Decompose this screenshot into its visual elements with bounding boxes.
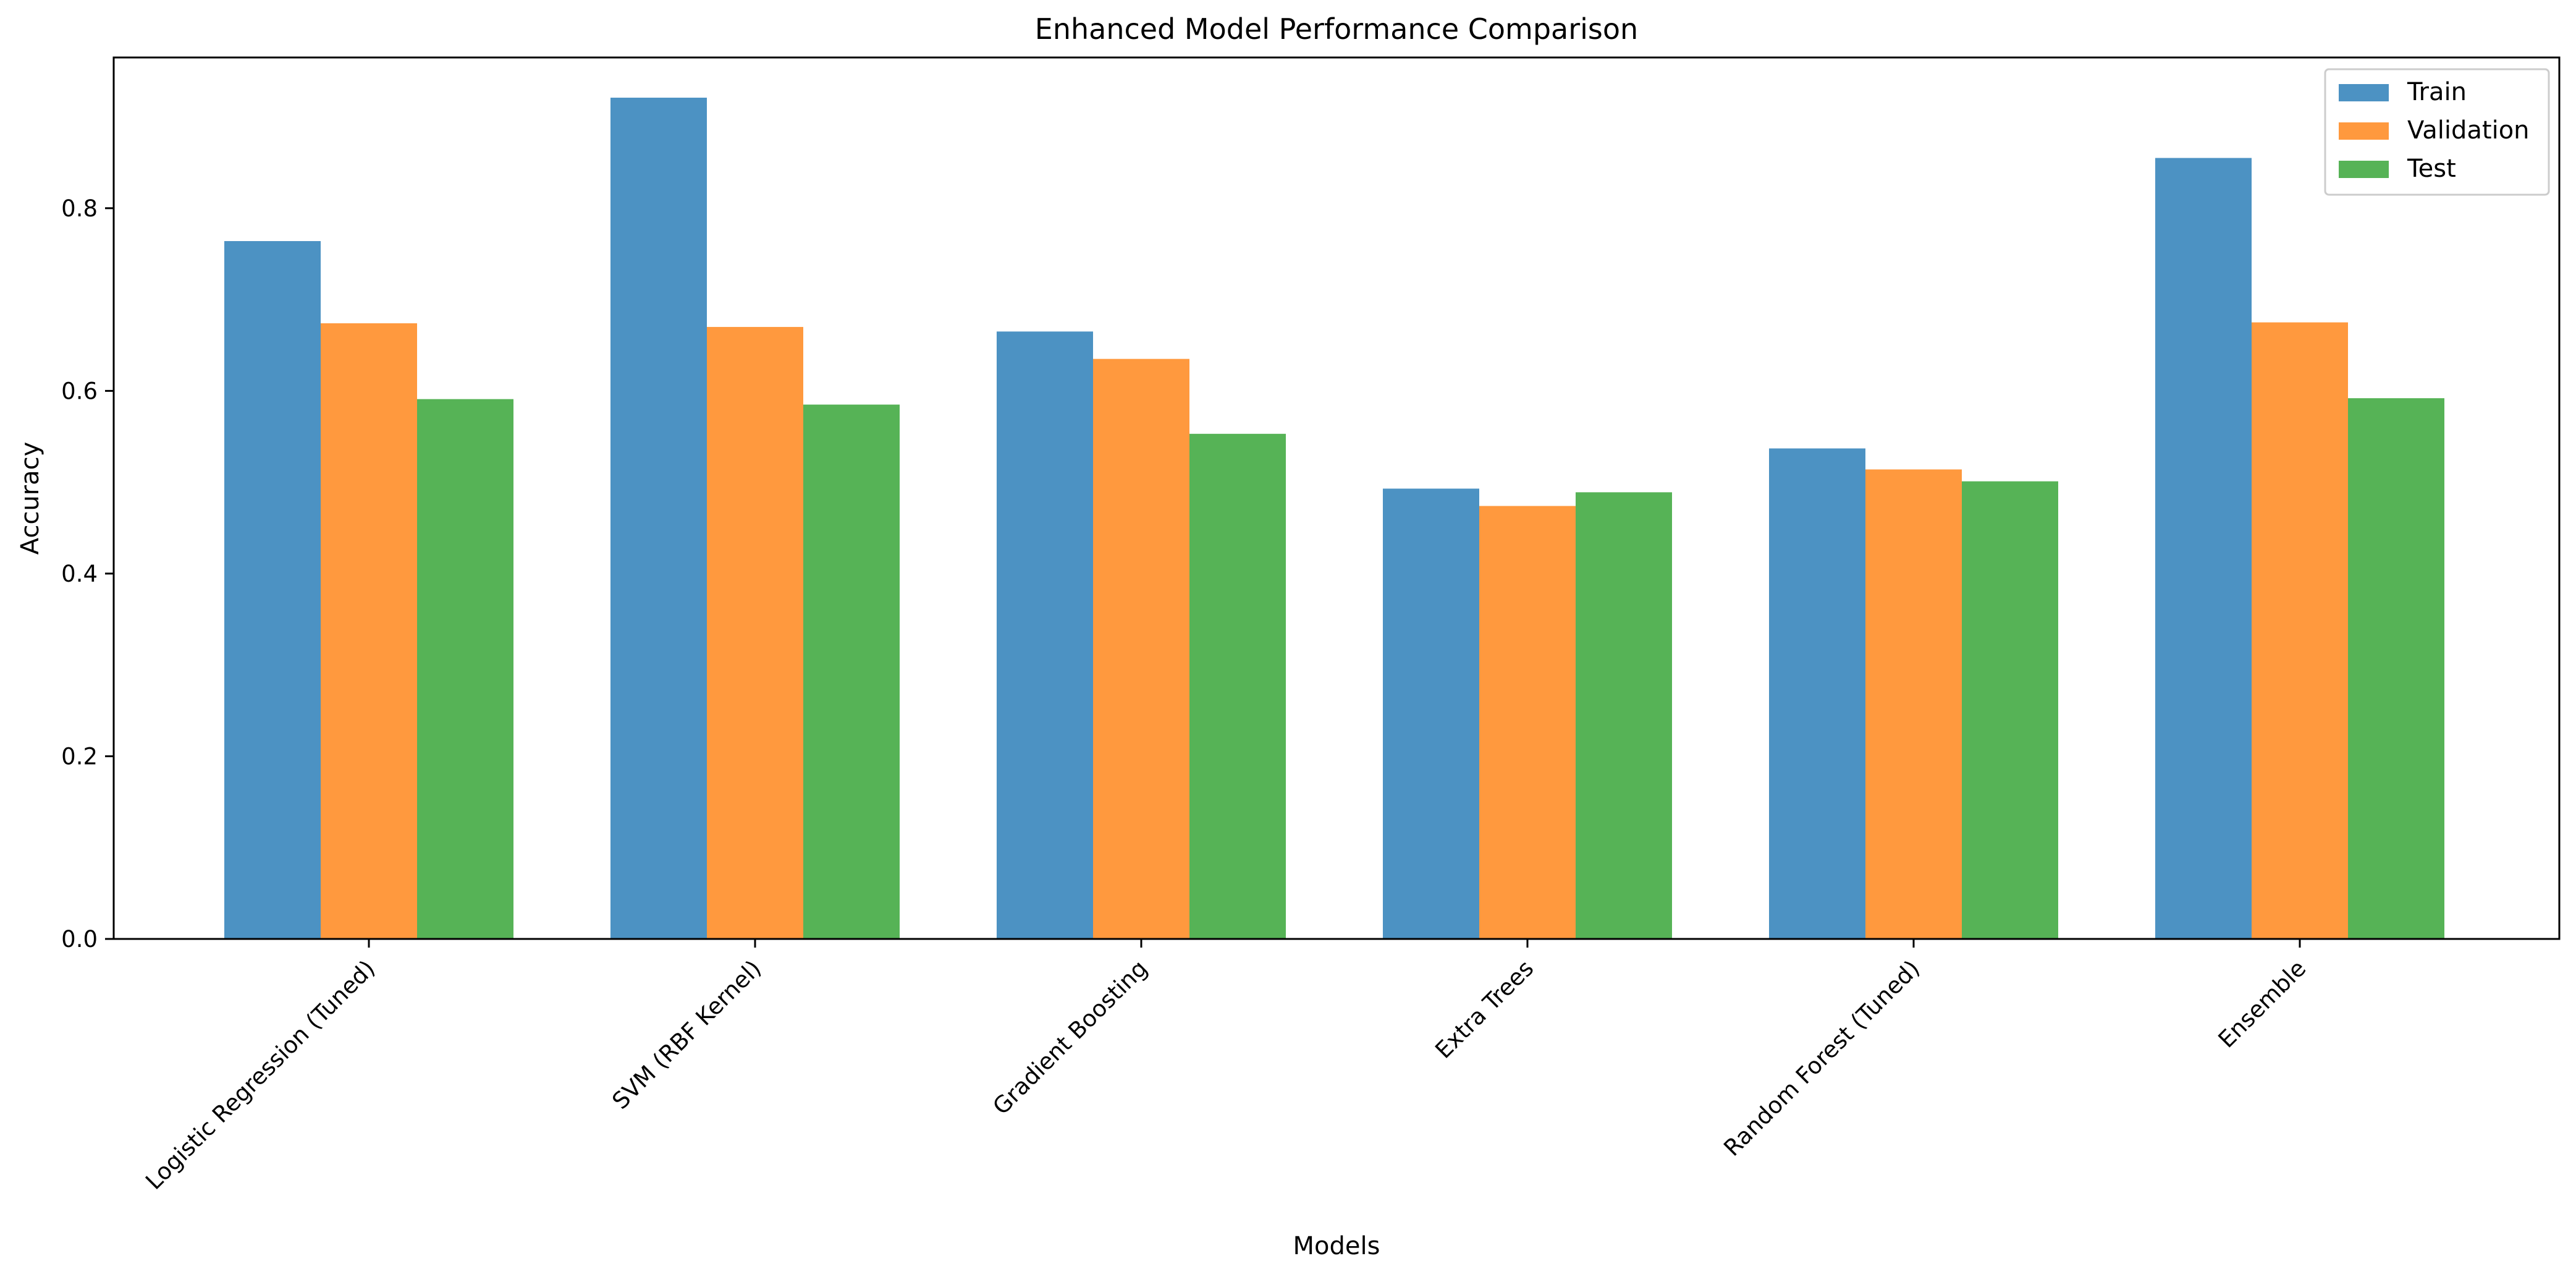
y-tick-label: 0.6 (61, 378, 98, 404)
bar-train-2 (997, 331, 1093, 939)
y-axis: 0.0 0.2 0.4 0.6 0.8 (61, 195, 114, 953)
bar-test-4 (1962, 481, 2058, 939)
x-axis-label: Models (1293, 1232, 1380, 1260)
bars-group (224, 98, 2444, 940)
bar-train-1 (610, 98, 707, 940)
legend-swatch-test (2339, 161, 2389, 178)
y-tick-label: 0.8 (61, 195, 98, 222)
chart-title: Enhanced Model Performance Comparison (1035, 12, 1638, 46)
legend-label-train: Train (2407, 78, 2467, 106)
x-tick-label: Gradient Boosting (987, 955, 1152, 1120)
legend-label-test: Test (2407, 155, 2456, 183)
y-tick-label: 0.0 (61, 926, 98, 953)
x-axis: Logistic Regression (Tuned) SVM (RBF Kern… (140, 939, 2311, 1195)
bar-test-0 (417, 399, 513, 939)
legend-swatch-validation (2339, 122, 2389, 140)
bar-validation-0 (321, 323, 417, 939)
bar-train-3 (1383, 488, 1479, 939)
y-tick-label: 0.4 (61, 561, 98, 587)
y-axis-label: Accuracy (16, 442, 44, 555)
bar-validation-1 (707, 326, 803, 939)
x-tick-label: Logistic Regression (Tuned) (140, 955, 380, 1195)
bar-validation-3 (1479, 506, 1576, 939)
x-tick-label: Ensemble (2213, 955, 2312, 1053)
plot-frame (112, 56, 2561, 940)
bar-test-5 (2348, 398, 2444, 939)
bar-validation-2 (1093, 359, 1189, 939)
bar-test-1 (803, 404, 900, 939)
bar-validation-4 (1865, 469, 1962, 939)
legend: Train Validation Test (2324, 68, 2550, 196)
bar-train-5 (2155, 158, 2252, 940)
bar-train-4 (1769, 448, 1865, 939)
legend-swatch-train (2339, 84, 2389, 101)
legend-label-validation: Validation (2407, 116, 2530, 145)
x-tick-label: Extra Trees (1430, 955, 1539, 1064)
bar-validation-5 (2252, 322, 2348, 939)
x-tick-label: Random Forest (Tuned) (1718, 955, 1925, 1161)
bar-train-0 (224, 241, 321, 940)
bar-test-3 (1576, 492, 1672, 939)
bar-test-2 (1189, 433, 1286, 939)
x-tick-label: SVM (RBF Kernel) (607, 955, 766, 1114)
y-tick-label: 0.2 (61, 743, 98, 770)
